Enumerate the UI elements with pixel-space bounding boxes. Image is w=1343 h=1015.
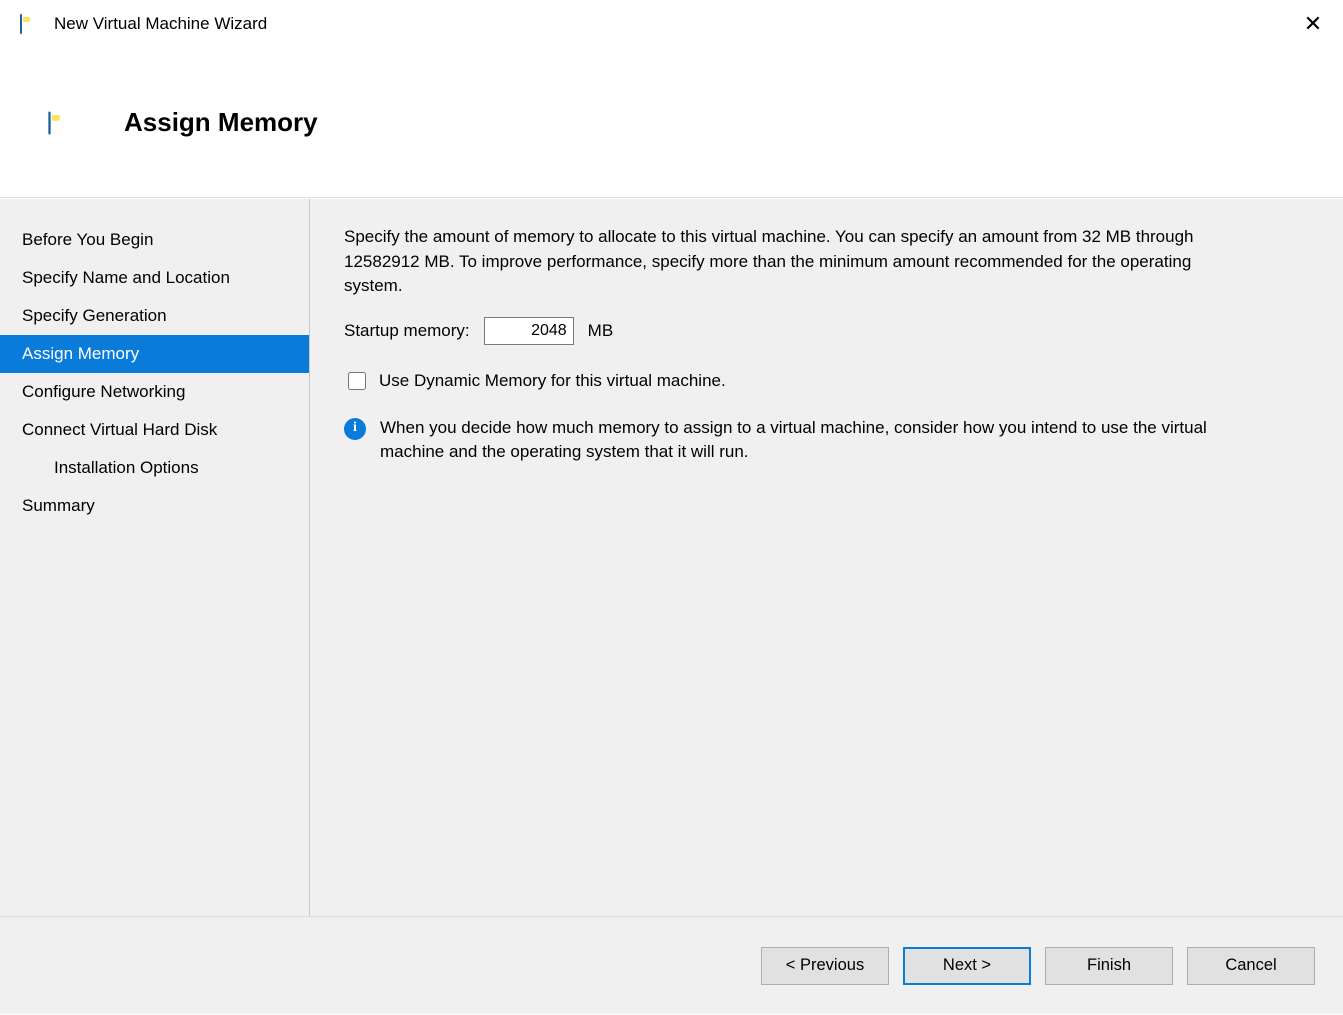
titlebar: New Virtual Machine Wizard ✕ xyxy=(0,0,1343,48)
wizard-step-installation-options[interactable]: Installation Options xyxy=(0,449,309,487)
finish-button[interactable]: Finish xyxy=(1045,947,1173,985)
wizard-step-configure-networking[interactable]: Configure Networking xyxy=(0,373,309,411)
info-row: i When you decide how much memory to ass… xyxy=(344,416,1224,465)
dynamic-memory-label[interactable]: Use Dynamic Memory for this virtual mach… xyxy=(379,369,726,394)
wizard-body: Before You BeginSpecify Name and Locatio… xyxy=(0,198,1343,916)
vm-icon xyxy=(48,112,73,133)
wizard-steps-sidebar: Before You BeginSpecify Name and Locatio… xyxy=(0,199,310,916)
startup-memory-label: Startup memory: xyxy=(344,319,470,344)
wizard-content: Specify the amount of memory to allocate… xyxy=(310,199,1343,916)
info-icon: i xyxy=(344,418,366,440)
startup-memory-input[interactable] xyxy=(484,317,574,345)
close-icon[interactable]: ✕ xyxy=(1291,2,1335,46)
dynamic-memory-checkbox[interactable] xyxy=(348,372,366,390)
dynamic-memory-row: Use Dynamic Memory for this virtual mach… xyxy=(344,369,1311,394)
startup-memory-unit: MB xyxy=(588,319,614,344)
startup-memory-row: Startup memory: MB xyxy=(344,317,1311,345)
wizard-footer: < Previous Next > Finish Cancel xyxy=(0,916,1343,1014)
vm-icon xyxy=(20,15,42,33)
wizard-step-connect-virtual-hard-disk[interactable]: Connect Virtual Hard Disk xyxy=(0,411,309,449)
memory-description: Specify the amount of memory to allocate… xyxy=(344,225,1244,299)
wizard-step-summary[interactable]: Summary xyxy=(0,487,309,525)
page-title: Assign Memory xyxy=(124,107,318,138)
info-text: When you decide how much memory to assig… xyxy=(380,416,1224,465)
wizard-step-specify-name-and-location[interactable]: Specify Name and Location xyxy=(0,259,309,297)
cancel-button[interactable]: Cancel xyxy=(1187,947,1315,985)
next-button[interactable]: Next > xyxy=(903,947,1031,985)
wizard-step-assign-memory[interactable]: Assign Memory xyxy=(0,335,309,373)
wizard-step-specify-generation[interactable]: Specify Generation xyxy=(0,297,309,335)
wizard-step-before-you-begin[interactable]: Before You Begin xyxy=(0,221,309,259)
wizard-header: Assign Memory xyxy=(0,48,1343,198)
window-title: New Virtual Machine Wizard xyxy=(54,14,267,34)
previous-button[interactable]: < Previous xyxy=(761,947,889,985)
